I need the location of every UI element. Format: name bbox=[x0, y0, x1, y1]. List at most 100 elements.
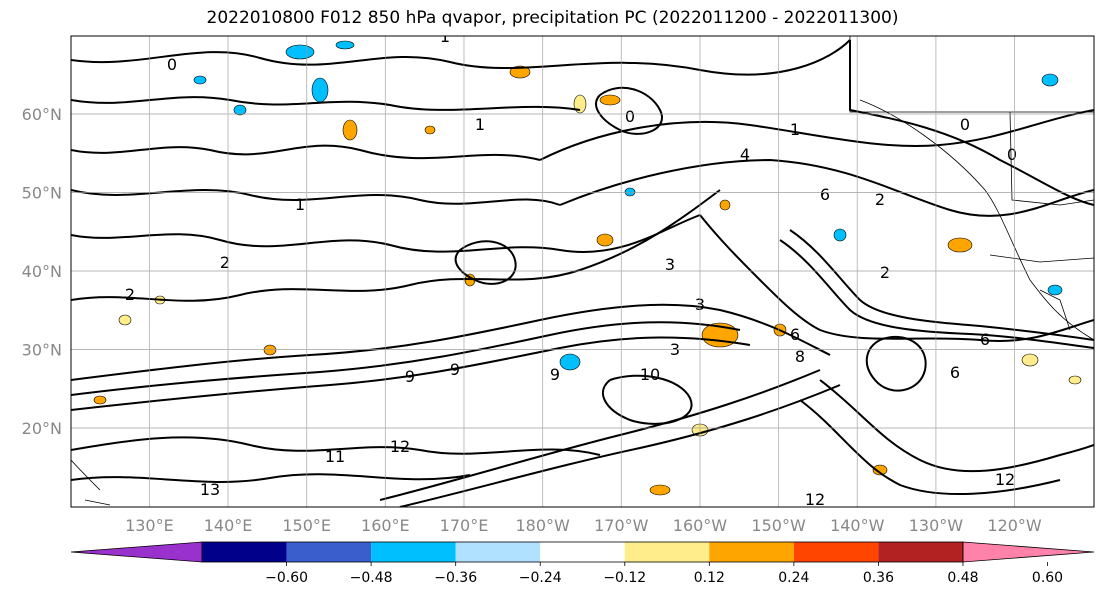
precip-anomaly-patch bbox=[649, 484, 671, 496]
precip-anomaly-patch bbox=[947, 237, 973, 253]
precip-anomaly-patch bbox=[509, 65, 531, 79]
lat-tick-label: 60°N bbox=[22, 105, 62, 124]
contour-label: 8 bbox=[795, 347, 805, 366]
colorbar-bin bbox=[793, 542, 879, 562]
colorbar-bin bbox=[624, 542, 710, 562]
graticule bbox=[71, 36, 1094, 507]
precip-anomaly-patch bbox=[342, 119, 358, 141]
colorbar-tick-label: 0.12 bbox=[694, 570, 725, 586]
lon-tick-label: 120°W bbox=[987, 516, 1042, 535]
contour-label: 13 bbox=[200, 480, 220, 499]
qvapor-contours bbox=[71, 39, 1094, 507]
contour-label: 2 bbox=[220, 253, 230, 272]
lon-tick-label: 160°W bbox=[673, 516, 728, 535]
precip-anomaly-patches bbox=[93, 40, 1082, 496]
map-frame bbox=[70, 35, 1095, 508]
colorbar-frame bbox=[201, 541, 964, 563]
contour-label: 12 bbox=[805, 490, 825, 509]
colorbar: −0.60 −0.48 −0.36 −0.24 −0.12 0.12 0.24 0.36 0.4… bbox=[70, 541, 1095, 586]
contour-label: 11 bbox=[325, 447, 345, 466]
lon-tick-label: 180°W bbox=[515, 516, 570, 535]
colorbar-tick-label: −0.12 bbox=[603, 570, 646, 586]
lon-axis-labels: 130°E 140°E 150°E 160°E 170°E 180°W 170°W 160°W… bbox=[125, 516, 1042, 535]
precip-anomaly-patch bbox=[118, 314, 132, 326]
precip-anomaly-patch bbox=[335, 40, 355, 50]
contour-label: 3 bbox=[665, 255, 675, 274]
precip-anomaly-patch bbox=[424, 125, 436, 135]
lon-tick-label: 170°E bbox=[440, 516, 489, 535]
contour-label: 1 bbox=[295, 195, 305, 214]
lon-tick-label: 150°W bbox=[751, 516, 806, 535]
contour-label: 10 bbox=[640, 365, 660, 384]
lat-tick-label: 50°N bbox=[22, 184, 62, 203]
colorbar-tick-label: −0.36 bbox=[434, 570, 477, 586]
lon-tick-label: 140°E bbox=[204, 516, 253, 535]
lat-tick-label: 30°N bbox=[22, 341, 62, 360]
contour-label: 6 bbox=[820, 185, 830, 204]
colorbar-bin bbox=[455, 542, 541, 562]
lon-tick-label: 130°W bbox=[909, 516, 964, 535]
precip-anomaly-patch bbox=[1021, 353, 1039, 367]
precip-anomaly-patch bbox=[1047, 284, 1063, 296]
precip-anomaly-patch bbox=[559, 353, 581, 371]
precip-anomaly-patch bbox=[233, 104, 247, 116]
lat-axis-labels: 60°N 50°N 40°N 30°N 20°N bbox=[22, 105, 62, 438]
contour-label: 0 bbox=[1007, 145, 1017, 164]
lat-tick-label: 40°N bbox=[22, 262, 62, 281]
lon-tick-label: 140°W bbox=[830, 516, 885, 535]
colorbar-extend-min bbox=[70, 541, 203, 563]
contour-label: 12 bbox=[995, 470, 1015, 489]
lon-tick-label: 130°E bbox=[125, 516, 174, 535]
colorbar-tick-label: 0.24 bbox=[778, 570, 809, 586]
contour-label: 9 bbox=[550, 365, 560, 384]
colorbar-extend-max bbox=[962, 541, 1095, 563]
colorbar-bin bbox=[202, 542, 287, 562]
colorbar-tick-label: −0.24 bbox=[519, 570, 562, 586]
contour-label: 6 bbox=[980, 330, 990, 349]
colorbar-bin bbox=[878, 542, 963, 562]
colorbar-tick-label: −0.60 bbox=[265, 570, 308, 586]
precip-anomaly-patch bbox=[285, 44, 315, 60]
contour-label: 9 bbox=[405, 367, 415, 386]
precip-anomaly-patch bbox=[719, 199, 731, 211]
lon-tick-label: 170°W bbox=[594, 516, 649, 535]
contour-label: 2 bbox=[880, 263, 890, 282]
chart-title: 2022010800 F012 850 hPa qvapor, precipit… bbox=[206, 8, 899, 28]
contour-label: 0 bbox=[960, 115, 970, 134]
contour-label: 6 bbox=[790, 325, 800, 344]
contour-label: 9 bbox=[450, 360, 460, 379]
precip-anomaly-patch bbox=[596, 233, 614, 247]
precip-anomaly-patch bbox=[193, 75, 207, 85]
contour-label: 6 bbox=[950, 363, 960, 382]
precip-anomaly-patch bbox=[311, 77, 329, 103]
precip-anomaly-patch bbox=[599, 94, 621, 106]
precip-anomaly-patch bbox=[872, 464, 888, 476]
precip-anomaly-patch bbox=[1068, 375, 1082, 385]
precip-anomaly-patch bbox=[93, 395, 107, 405]
colorbar-tick-label: −0.48 bbox=[350, 570, 393, 586]
colorbar-bin bbox=[286, 542, 372, 562]
lon-tick-label: 150°E bbox=[282, 516, 331, 535]
contour-label: 0 bbox=[625, 107, 635, 126]
lon-tick-label: 160°E bbox=[361, 516, 410, 535]
precip-anomaly-patch bbox=[263, 344, 277, 356]
colorbar-tick-label: 0.36 bbox=[863, 570, 894, 586]
contour-label: 4 bbox=[740, 145, 750, 164]
colorbar-bin bbox=[371, 542, 456, 562]
colorbar-tick-label: 0.48 bbox=[947, 570, 978, 586]
precip-anomaly-patch bbox=[624, 187, 636, 197]
precip-anomaly-patch bbox=[1041, 73, 1059, 87]
colorbar-tick-label: 0.60 bbox=[1032, 570, 1063, 586]
precip-anomaly-patch bbox=[573, 94, 587, 114]
contour-label: 2 bbox=[875, 190, 885, 209]
contour-label: 1 bbox=[790, 120, 800, 139]
contour-label: 1 bbox=[440, 27, 450, 46]
colorbar-bin bbox=[709, 542, 794, 562]
contour-label: 0 bbox=[167, 55, 177, 74]
precip-anomaly-patch bbox=[833, 228, 847, 242]
colorbar-bin bbox=[540, 542, 625, 562]
lat-tick-label: 20°N bbox=[22, 419, 62, 438]
